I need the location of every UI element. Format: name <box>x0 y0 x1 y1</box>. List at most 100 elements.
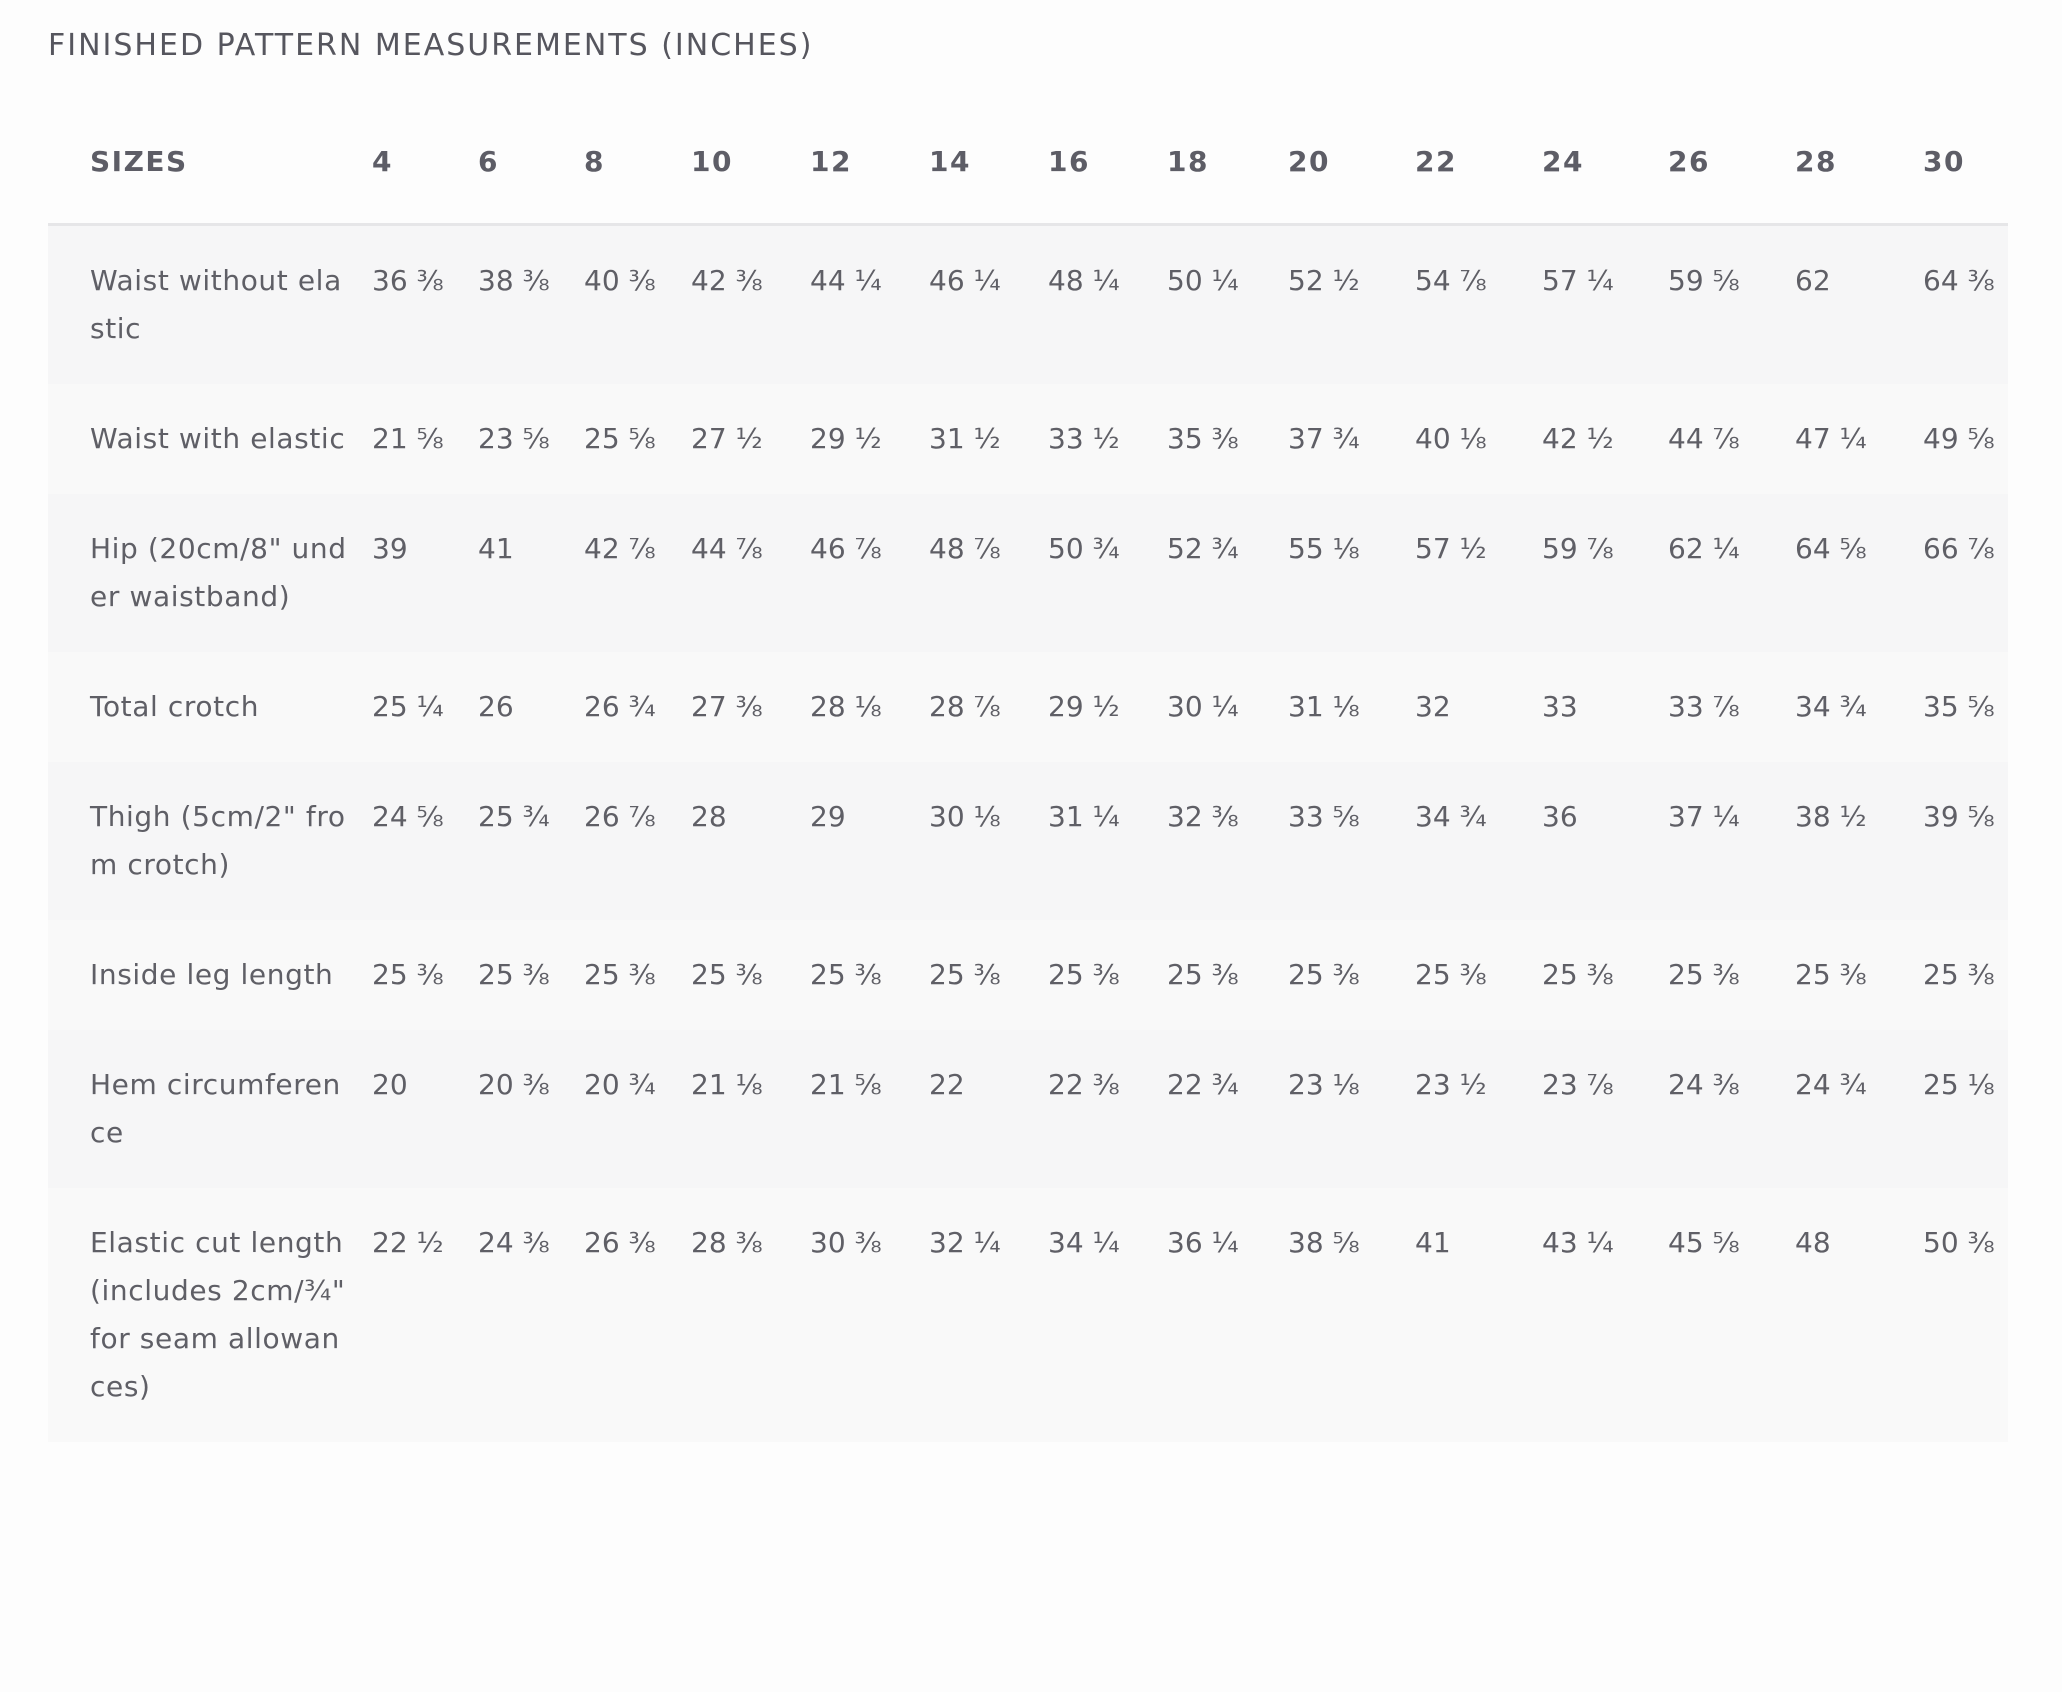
measurement-cell: 22 ½ <box>372 1188 478 1442</box>
measurement-cell: 40 ⅛ <box>1415 384 1542 494</box>
measurement-cell: 36 ¼ <box>1167 1188 1288 1442</box>
measurement-cell: 29 ½ <box>1048 652 1167 762</box>
measurement-cell: 25 ⅜ <box>1415 920 1542 1030</box>
measurement-cell: 52 ¾ <box>1167 494 1288 652</box>
measurement-cell: 25 ⅜ <box>584 920 691 1030</box>
measurement-cell: 39 ⅝ <box>1923 762 2008 920</box>
measurement-cell: 28 ⅞ <box>929 652 1048 762</box>
measurement-cell: 30 ⅛ <box>929 762 1048 920</box>
size-header: 4 <box>372 100 478 226</box>
measurement-cell: 37 ¼ <box>1668 762 1795 920</box>
table-body: Waist without elastic 36 ⅜ 38 ⅜ 40 ⅜ 42 ⅜ 44 … <box>48 224 2008 1442</box>
measurement-cell: 59 ⅞ <box>1542 494 1668 652</box>
measurement-cell: 28 ⅛ <box>810 652 929 762</box>
measurement-cell: 32 ¼ <box>929 1188 1048 1442</box>
measurement-cell: 30 ⅜ <box>810 1188 929 1442</box>
size-header: 16 <box>1048 100 1167 226</box>
table-row: Hem circumference 20 20 ⅜ 20 ¾ 21 ⅛ 21 ⅝ 22 22 … <box>48 1030 2008 1188</box>
measurement-cell: 25 ⅜ <box>1288 920 1415 1030</box>
measurement-cell: 32 ⅜ <box>1167 762 1288 920</box>
size-header: 24 <box>1542 100 1668 226</box>
sizes-header: SIZES <box>48 100 372 226</box>
measurement-cell: 52 ½ <box>1288 224 1415 384</box>
measurement-cell: 20 ⅜ <box>478 1030 584 1188</box>
measurement-cell: 26 ⅞ <box>584 762 691 920</box>
measurement-cell: 23 ⅞ <box>1542 1030 1668 1188</box>
measurement-cell: 24 ⅜ <box>478 1188 584 1442</box>
measurement-cell: 24 ⅜ <box>1668 1030 1795 1188</box>
measurement-cell: 66 ⅞ <box>1923 494 2008 652</box>
row-label: Hem circumference <box>48 1030 372 1188</box>
measurement-cell: 46 ⅞ <box>810 494 929 652</box>
measurement-cell: 33 <box>1542 652 1668 762</box>
measurement-cell: 20 ¾ <box>584 1030 691 1188</box>
measurement-cell: 29 ½ <box>810 384 929 494</box>
measurement-cell: 62 ¼ <box>1668 494 1795 652</box>
measurement-cell: 38 ⅝ <box>1288 1188 1415 1442</box>
size-header: 10 <box>691 100 810 226</box>
measurement-cell: 36 ⅜ <box>372 224 478 384</box>
measurement-cell: 24 ¾ <box>1795 1030 1923 1188</box>
size-header: 18 <box>1167 100 1288 226</box>
size-header: 28 <box>1795 100 1923 226</box>
measurement-cell: 48 <box>1795 1188 1923 1442</box>
size-header: 14 <box>929 100 1048 226</box>
measurement-cell: 25 ¾ <box>478 762 584 920</box>
measurement-cell: 48 ¼ <box>1048 224 1167 384</box>
measurement-cell: 29 <box>810 762 929 920</box>
measurement-cell: 31 ½ <box>929 384 1048 494</box>
size-header: 20 <box>1288 100 1415 226</box>
measurement-cell: 42 ½ <box>1542 384 1668 494</box>
size-header: 8 <box>584 100 691 226</box>
measurement-cell: 23 ⅝ <box>478 384 584 494</box>
measurement-cell: 62 <box>1795 224 1923 384</box>
measurement-cell: 28 ⅜ <box>691 1188 810 1442</box>
measurement-cell: 25 ⅜ <box>1795 920 1923 1030</box>
measurement-cell: 44 ⅞ <box>691 494 810 652</box>
measurement-cell: 25 ⅜ <box>1167 920 1288 1030</box>
measurement-cell: 35 ⅝ <box>1923 652 2008 762</box>
measurement-cell: 41 <box>478 494 584 652</box>
measurement-cell: 42 ⅜ <box>691 224 810 384</box>
measurement-cell: 36 <box>1542 762 1668 920</box>
row-label: Total crotch <box>48 652 372 762</box>
row-label: Hip (20cm/8" under waistband) <box>48 494 372 652</box>
measurement-cell: 50 ¼ <box>1167 224 1288 384</box>
measurement-cell: 45 ⅝ <box>1668 1188 1795 1442</box>
measurement-cell: 22 ⅜ <box>1048 1030 1167 1188</box>
row-label: Elastic cut length (includes 2cm/¾" for … <box>48 1188 372 1442</box>
measurement-cell: 30 ¼ <box>1167 652 1288 762</box>
measurement-cell: 40 ⅜ <box>584 224 691 384</box>
measurement-cell: 57 ¼ <box>1542 224 1668 384</box>
table-row: Hip (20cm/8" under waistband) 39 41 42 ⅞ 44 … <box>48 494 2008 652</box>
measurement-cell: 24 ⅝ <box>372 762 478 920</box>
size-header: 6 <box>478 100 584 226</box>
measurement-cell: 50 ⅜ <box>1923 1188 2008 1442</box>
table-row: Thigh (5cm/2" from crotch) 24 ⅝ 25 ¾ 26 ⅞ 28… <box>48 762 2008 920</box>
measurement-cell: 54 ⅞ <box>1415 224 1542 384</box>
measurement-cell: 27 ⅜ <box>691 652 810 762</box>
measurement-cell: 20 <box>372 1030 478 1188</box>
measurement-cell: 25 ⅜ <box>1048 920 1167 1030</box>
measurement-cell: 38 ⅜ <box>478 224 584 384</box>
measurements-table: SIZES 4 6 8 10 12 14 16 18 20 22 24 26 2… <box>48 100 2008 1442</box>
measurement-cell: 34 ¼ <box>1048 1188 1167 1442</box>
row-label: Thigh (5cm/2" from crotch) <box>48 762 372 920</box>
table-row: Total crotch 25 ¼ 26 26 ¾ 27 ⅜ 28 ⅛ 28 ⅞ 29 ½ 30… <box>48 652 2008 762</box>
size-header: 12 <box>810 100 929 226</box>
measurement-cell: 48 ⅞ <box>929 494 1048 652</box>
measurement-cell: 25 ⅝ <box>584 384 691 494</box>
measurement-cell: 33 ⅞ <box>1668 652 1795 762</box>
table-row: Elastic cut length (includes 2cm/¾" for … <box>48 1188 2008 1442</box>
measurement-cell: 34 ¾ <box>1795 652 1923 762</box>
measurement-cell: 21 ⅛ <box>691 1030 810 1188</box>
measurement-cell: 39 <box>372 494 478 652</box>
measurement-cell: 50 ¾ <box>1048 494 1167 652</box>
row-label: Inside leg length <box>48 920 372 1030</box>
measurement-cell: 32 <box>1415 652 1542 762</box>
measurement-cell: 31 ¼ <box>1048 762 1167 920</box>
measurement-cell: 57 ½ <box>1415 494 1542 652</box>
measurement-cell: 42 ⅞ <box>584 494 691 652</box>
table-row: Waist with elastic 21 ⅝ 23 ⅝ 25 ⅝ 27 ½ 29 ½ 31… <box>48 384 2008 494</box>
measurement-cell: 25 ⅜ <box>810 920 929 1030</box>
